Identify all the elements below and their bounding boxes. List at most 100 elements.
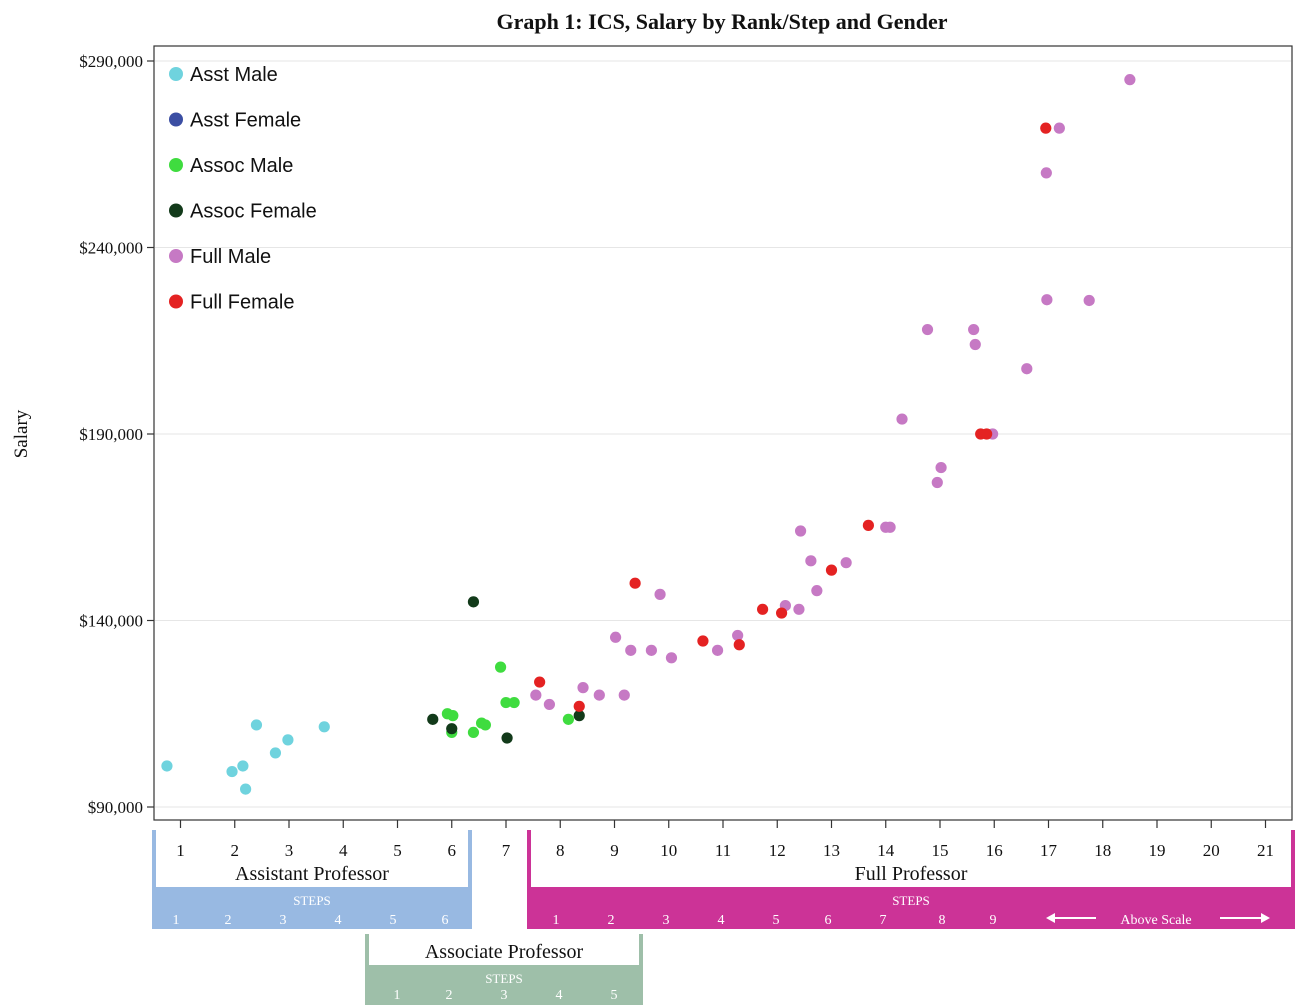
- associate-professor-band-steps-label: STEPS: [485, 971, 523, 986]
- data-point: [534, 676, 546, 688]
- x-tick-label: 14: [877, 841, 895, 860]
- x-tick-label: 18: [1094, 841, 1111, 860]
- associate-professor-band-step-number: 5: [611, 988, 618, 1003]
- x-tick-label: 1: [176, 841, 185, 860]
- assistant-professor-band-step-number: 6: [442, 913, 449, 928]
- x-tick-label: 3: [285, 841, 294, 860]
- associate-professor-band-title: Associate Professor: [425, 941, 584, 963]
- data-point: [593, 689, 605, 701]
- data-point: [467, 596, 480, 608]
- data-point: [968, 323, 980, 336]
- x-tick-label: 6: [448, 841, 457, 860]
- legend-marker: [169, 294, 183, 309]
- full-professor-band-title-box: [531, 830, 1291, 887]
- y-tick-label: $190,000: [79, 425, 143, 444]
- data-point: [269, 747, 282, 759]
- data-point: [530, 689, 542, 701]
- full-professor-band-steps-label: STEPS: [892, 893, 930, 908]
- data-point: [775, 607, 788, 619]
- assistant-professor-band-step-number: 1: [173, 913, 180, 928]
- legend-entry: Asst Male: [169, 64, 278, 86]
- y-tick-label: $140,000: [79, 612, 143, 631]
- data-point: [500, 696, 512, 709]
- data-point: [1040, 122, 1052, 134]
- above-scale-right-arrowhead: [1261, 913, 1270, 923]
- x-tick-label: 4: [339, 841, 348, 860]
- legend-label: Full Male: [190, 246, 271, 268]
- data-point: [921, 323, 934, 336]
- assistant-professor-band-title: Assistant Professor: [235, 863, 389, 885]
- data-point: [479, 719, 491, 731]
- data-point: [1124, 74, 1136, 86]
- full-professor-band-step-number: 8: [939, 913, 946, 928]
- legend-marker: [169, 249, 183, 263]
- y-tick-label: $290,000: [79, 52, 143, 71]
- above-scale-left-arrowhead: [1046, 913, 1055, 923]
- full-professor-band-step-number: 6: [825, 913, 832, 928]
- data-point: [862, 519, 874, 531]
- data-point: [840, 557, 852, 569]
- x-tick-label: 12: [769, 841, 786, 860]
- data-point: [625, 644, 637, 656]
- assistant-professor-band-title-box: [156, 830, 468, 887]
- legend-marker: [169, 67, 183, 81]
- full-professor-band-step-number: 1: [553, 913, 560, 928]
- legend-marker: [169, 112, 183, 127]
- legend-marker: [169, 158, 183, 172]
- plot-area: [153, 45, 1293, 821]
- full-professor-band-step-number: 3: [663, 913, 670, 928]
- series-full-male: [530, 74, 1136, 711]
- chart-title: Graph 1: ICS, Salary by Rank/Step and Ge…: [496, 9, 947, 34]
- data-point: [665, 652, 678, 664]
- data-point: [733, 639, 745, 651]
- legend-entry: Full Male: [169, 246, 271, 268]
- full-professor-band-step-number: 7: [880, 913, 887, 928]
- data-point: [884, 521, 896, 533]
- y-axis: $90,000 $140,000 $190,000 $240,000 $290,000: [79, 52, 154, 817]
- data-point: [161, 760, 173, 772]
- data-point: [1083, 294, 1095, 307]
- data-point: [981, 428, 993, 440]
- data-point: [573, 700, 585, 712]
- data-point: [1053, 122, 1065, 134]
- legend-label: Assoc Female: [190, 201, 317, 223]
- full-professor-band-step-number: 2: [608, 913, 615, 928]
- data-point: [240, 783, 252, 795]
- legend-entry: Full Female: [169, 292, 294, 314]
- x-tick-label: 8: [556, 841, 565, 860]
- x-tick-label: 10: [660, 841, 677, 860]
- data-point: [711, 644, 724, 656]
- x-tick-label: 5: [393, 841, 402, 860]
- legend-entry: Asst Female: [169, 110, 301, 132]
- data-point: [226, 765, 238, 778]
- series-asst-male: [161, 719, 330, 795]
- legend-label: Full Female: [190, 292, 294, 314]
- data-point: [237, 760, 249, 772]
- x-tick-label: 17: [1040, 841, 1058, 860]
- data-point: [609, 631, 622, 643]
- x-tick-label: 15: [932, 841, 949, 860]
- legend-label: Asst Female: [190, 110, 301, 132]
- full-professor-band-title: Full Professor: [855, 863, 968, 885]
- data-points: [161, 74, 1136, 795]
- series-full-female: [534, 122, 1052, 712]
- associate-professor-band-step-number: 4: [556, 988, 563, 1003]
- data-point: [896, 413, 908, 425]
- plot-frame: [153, 45, 1293, 821]
- above-scale-label: Above Scale: [1120, 913, 1191, 928]
- associate-professor-band: Associate Professor STEPS 1 2 3 4 5: [365, 934, 643, 1005]
- data-point: [318, 721, 330, 733]
- data-point: [562, 713, 574, 725]
- data-point: [494, 661, 507, 673]
- data-point: [427, 713, 439, 725]
- data-point: [447, 710, 459, 722]
- y-tick-label: $240,000: [79, 239, 143, 258]
- data-point: [467, 726, 480, 739]
- x-tick-label: 20: [1203, 841, 1220, 860]
- assistant-professor-band-step-number: 5: [390, 913, 397, 928]
- associate-professor-band-title-box: [369, 934, 639, 965]
- data-point: [501, 732, 513, 744]
